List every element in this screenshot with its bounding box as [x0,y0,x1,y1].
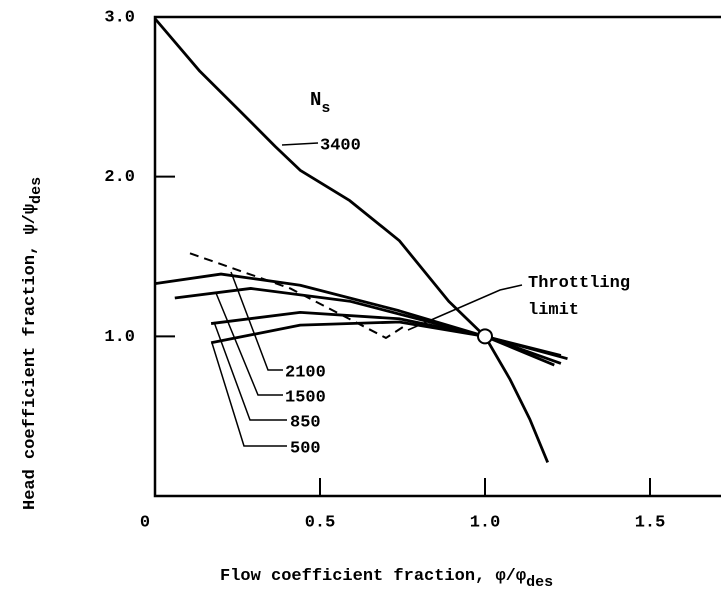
x-axis-label: Flow coefficient fraction, φ/φdes [220,567,553,590]
x-label-main: Flow coefficient fraction, φ/φ [220,567,526,586]
leader [407,284,523,331]
line [174,287,562,365]
leader [213,321,287,421]
ns-label: Ns [310,89,330,117]
design-point [477,328,493,345]
series-label: 850 [290,413,321,432]
leader [230,271,283,371]
y-tick-label: 1.0 [104,328,135,347]
line [153,17,549,464]
y-label-main: Head coefficient fraction, ψ/ψ [21,204,40,510]
series-label: 500 [290,439,321,458]
line [210,310,555,367]
y-label-sub: des [28,177,45,204]
leader [211,342,287,447]
y-tick-label: 2.0 [104,168,135,187]
leaders [211,142,523,447]
x-label-sub: des [526,574,553,591]
x-tick-label: 0 [140,513,150,532]
line [189,252,407,339]
axes-frame [153,15,721,498]
line [210,320,562,357]
throttle-label: Throttling limit [528,274,631,320]
series-label: 3400 [320,136,361,155]
ns-main: N [310,89,321,111]
ns-sub: s [321,100,330,117]
x-tick-label: 1.0 [470,513,501,532]
x-tick-label: 0.5 [305,513,336,532]
leader [281,142,319,146]
leader [215,292,283,396]
series-label: 1500 [285,388,326,407]
y-axis-label: Head coefficient fraction, ψ/ψdes [21,177,44,510]
x-tick-label: 1.5 [635,513,666,532]
y-tick-label: 3.0 [104,8,135,27]
series-label: 2100 [285,363,326,382]
